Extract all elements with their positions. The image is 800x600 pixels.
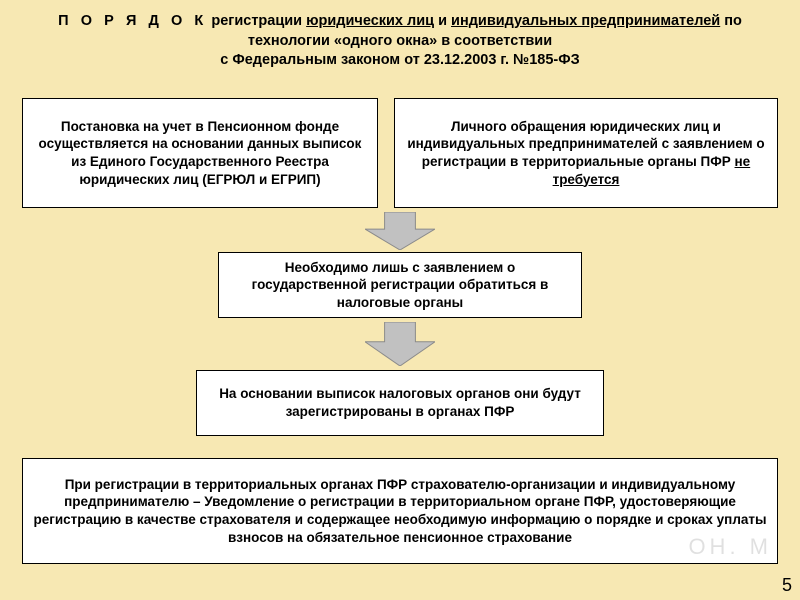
- box-top-right-pre: Личного обращения юридических лиц и инди…: [407, 119, 764, 169]
- box-bottom: При регистрации в территориальных органа…: [22, 458, 778, 564]
- box-lower-text: На основании выписок налоговых органов о…: [205, 385, 595, 420]
- arrow-down-icon: [365, 322, 435, 366]
- box-top-left: Постановка на учет в Пенсионном фонде ос…: [22, 98, 378, 208]
- slide-title: П О Р Я Д О К регистрации юридических ли…: [22, 12, 778, 71]
- box-top-left-text: Постановка на учет в Пенсионном фонде ос…: [31, 118, 369, 188]
- box-middle: Необходимо лишь с заявлением о государст…: [218, 252, 582, 318]
- title-underline-2: индивидуальных предпринимателей: [451, 13, 720, 29]
- title-underline-1: юридических лиц: [306, 13, 434, 29]
- title-after-spaced: регистрации: [207, 13, 306, 29]
- arrow-down-icon: [365, 212, 435, 250]
- title-line3: с Федеральным законом от 23.12.2003 г. №…: [220, 52, 579, 68]
- box-lower: На основании выписок налоговых органов о…: [196, 370, 604, 436]
- page-number: 5: [782, 575, 792, 596]
- title-between-u: и: [434, 13, 451, 29]
- box-middle-text: Необходимо лишь с заявлением о государст…: [227, 259, 573, 312]
- box-top-right-text: Личного обращения юридических лиц и инди…: [403, 118, 769, 188]
- box-top-right: Личного обращения юридических лиц и инди…: [394, 98, 778, 208]
- box-bottom-text: При регистрации в территориальных органа…: [31, 476, 769, 546]
- title-spaced-word: П О Р Я Д О К: [58, 13, 207, 29]
